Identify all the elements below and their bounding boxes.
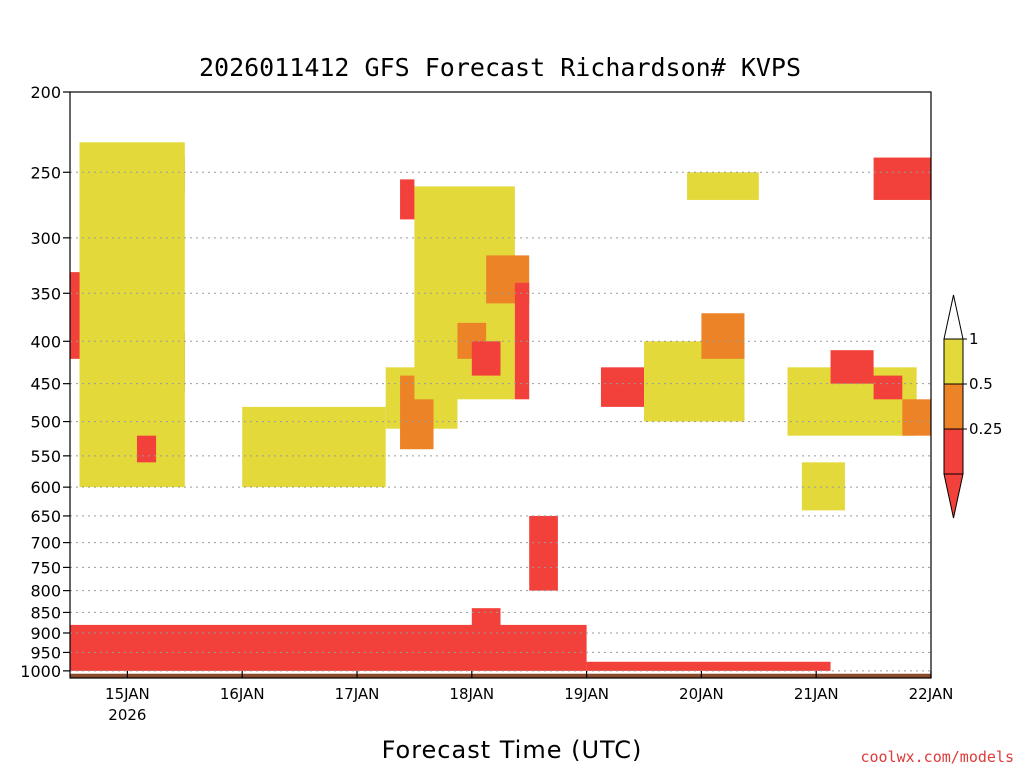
x-axis: 15JAN 2026 16JAN 17JAN 18JAN 19JAN 20JAN 21JAN 2… — [105, 671, 953, 724]
ri-region-21 — [600, 367, 644, 407]
y-tick-label: 800 — [30, 582, 61, 601]
legend-swatch-0 — [943, 338, 964, 385]
x-tick-label: 20JAN — [679, 685, 724, 703]
y-tick-label: 550 — [30, 447, 61, 466]
ri-region-14 — [471, 341, 501, 376]
x-tick-sublabel: 2026 — [108, 706, 146, 724]
ri-region-6 — [79, 142, 185, 488]
ri-region-1 — [586, 661, 831, 671]
surface-layer — [70, 673, 931, 678]
legend: 1 0.5 0.25 — [943, 294, 1002, 519]
y-tick-label: 300 — [30, 229, 61, 248]
y-tick-label: 700 — [30, 534, 61, 553]
ri-region-18 — [529, 515, 558, 591]
x-tick-label: 16JAN — [220, 685, 265, 703]
ri-region-23 — [687, 172, 759, 200]
ri-region-17 — [514, 282, 530, 400]
watermark: coolwx.com/models — [860, 748, 1014, 766]
ri-region-25 — [830, 350, 874, 384]
ri-region-7 — [136, 435, 157, 463]
y-tick-label: 200 — [30, 83, 61, 102]
y-tick-label: 850 — [30, 603, 61, 622]
ri-region-22 — [701, 313, 745, 359]
y-axis: 200 250 300 350 400 450 500 550 600 650 700 750 800 8… — [20, 83, 70, 681]
legend-label: 0.5 — [969, 375, 993, 393]
ri-region-27 — [902, 399, 931, 436]
ri-region-9 — [242, 406, 386, 488]
ri-region-29 — [801, 462, 845, 511]
ri-region-26 — [873, 375, 903, 400]
legend-bottom-arrow — [943, 473, 964, 519]
plot-area — [70, 92, 931, 678]
x-tick-label: 22JAN — [909, 685, 954, 703]
legend-label: 0.25 — [969, 420, 1002, 438]
ri-region-19 — [471, 608, 501, 633]
y-tick-label: 500 — [30, 413, 61, 432]
y-tick-label: 600 — [30, 478, 61, 497]
legend-swatch-2 — [943, 428, 964, 475]
x-tick-label: 19JAN — [564, 685, 609, 703]
y-tick-label: 1000 — [20, 662, 61, 681]
ri-region-0 — [70, 624, 587, 671]
y-tick-label: 750 — [30, 558, 61, 577]
y-tick-label: 450 — [30, 375, 61, 394]
chart-title: 2026011412 GFS Forecast Richardson# KVPS — [199, 53, 801, 82]
plot-frame — [69, 91, 932, 679]
x-axis-label: Forecast Time (UTC) — [382, 736, 643, 764]
ri-region-28 — [873, 157, 931, 200]
ground-strip — [70, 673, 931, 678]
x-tick-label: 21JAN — [794, 685, 839, 703]
x-tick-label: 18JAN — [449, 685, 494, 703]
ri-region-16 — [400, 179, 415, 220]
legend-swatch-1 — [943, 383, 964, 430]
x-tick-label: 15JAN — [105, 685, 150, 703]
y-tick-label: 400 — [30, 332, 61, 351]
y-tick-label: 350 — [30, 284, 61, 303]
y-tick-label: 650 — [30, 507, 61, 526]
y-tick-label: 900 — [30, 624, 61, 643]
y-tick-label: 950 — [30, 643, 61, 662]
legend-label: 1 — [969, 330, 979, 348]
x-tick-label: 17JAN — [335, 685, 380, 703]
data-regions — [70, 142, 931, 671]
y-tick-label: 250 — [30, 163, 61, 182]
